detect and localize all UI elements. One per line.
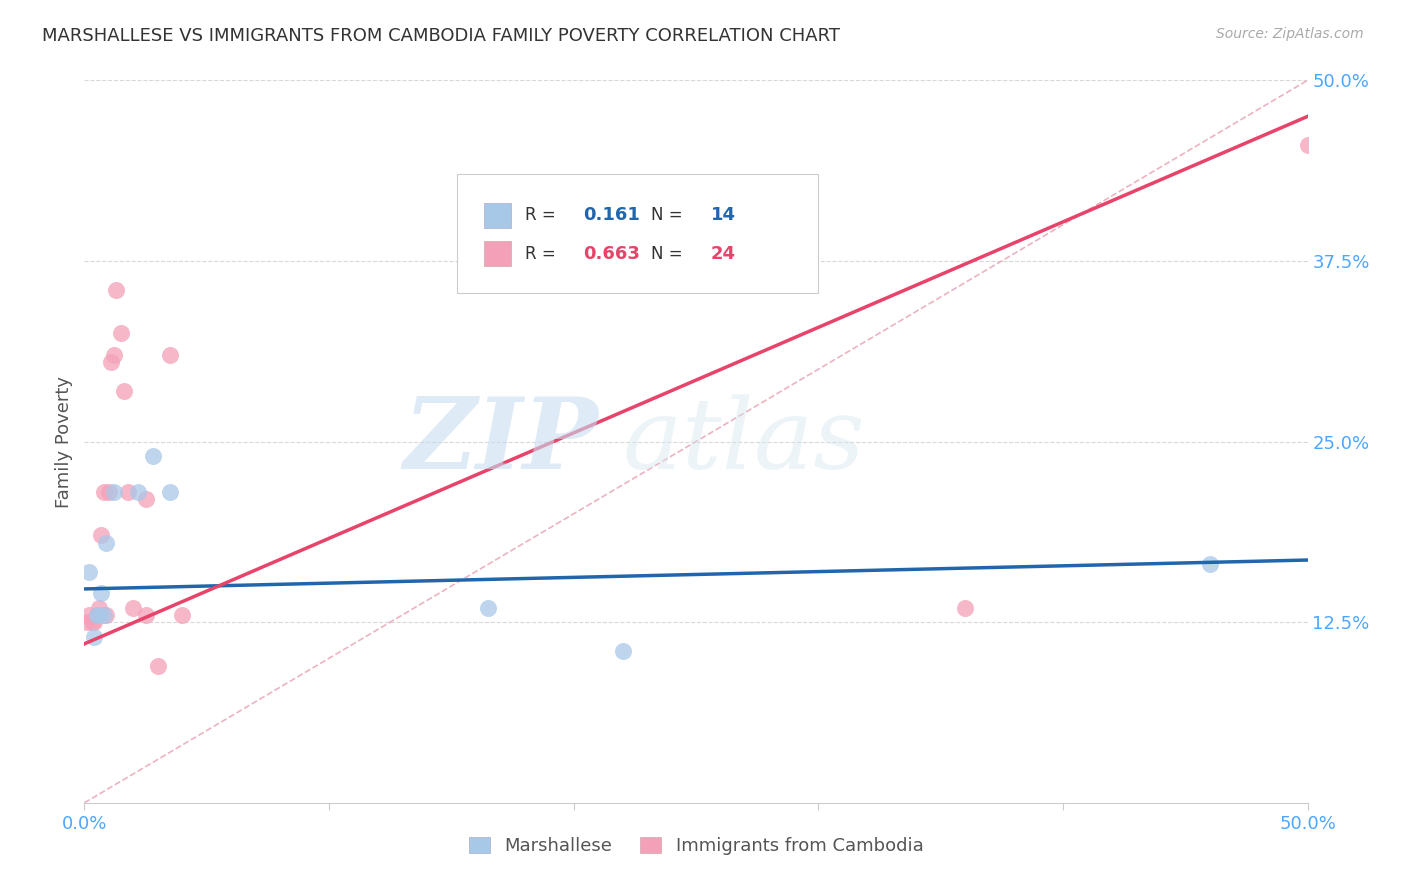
- Point: [103, 485, 125, 500]
- Point: [103, 348, 125, 362]
- Text: 24: 24: [710, 244, 735, 262]
- Point: [135, 607, 157, 622]
- Point: [80, 615, 103, 630]
- Point: [83, 615, 105, 630]
- Point: [93, 607, 115, 622]
- Point: [117, 485, 139, 500]
- Text: R =: R =: [524, 244, 561, 262]
- Point: [77, 607, 100, 622]
- Point: [86, 607, 108, 622]
- Text: MARSHALLESE VS IMMIGRANTS FROM CAMBODIA FAMILY POVERTY CORRELATION CHART: MARSHALLESE VS IMMIGRANTS FROM CAMBODIA …: [42, 27, 841, 45]
- Text: Source: ZipAtlas.com: Source: ZipAtlas.com: [1216, 27, 1364, 41]
- Text: 0.663: 0.663: [583, 244, 640, 262]
- Point: [159, 485, 181, 500]
- Text: atlas: atlas: [623, 394, 865, 489]
- Point: [86, 607, 108, 622]
- Point: [77, 565, 100, 579]
- Point: [93, 485, 115, 500]
- Text: ZIP: ZIP: [404, 393, 598, 490]
- Point: [953, 600, 976, 615]
- FancyBboxPatch shape: [484, 202, 512, 228]
- Point: [83, 630, 105, 644]
- Point: [477, 600, 499, 615]
- Text: N =: N =: [651, 206, 688, 225]
- Text: N =: N =: [651, 244, 688, 262]
- Point: [97, 485, 120, 500]
- Point: [105, 283, 128, 297]
- Point: [90, 586, 112, 600]
- Point: [76, 615, 98, 630]
- Point: [122, 600, 145, 615]
- Legend: Marshallese, Immigrants from Cambodia: Marshallese, Immigrants from Cambodia: [461, 830, 931, 863]
- Point: [135, 492, 157, 507]
- Y-axis label: Family Poverty: Family Poverty: [55, 376, 73, 508]
- Point: [159, 348, 181, 362]
- Point: [96, 535, 118, 549]
- Point: [110, 326, 132, 340]
- Point: [172, 607, 194, 622]
- Point: [96, 607, 118, 622]
- Point: [87, 600, 110, 615]
- Text: R =: R =: [524, 206, 561, 225]
- Point: [1198, 558, 1220, 572]
- Point: [1296, 138, 1319, 153]
- Point: [146, 658, 169, 673]
- Point: [142, 449, 165, 463]
- Point: [90, 528, 112, 542]
- Point: [87, 607, 110, 622]
- Point: [100, 355, 122, 369]
- Text: 0.161: 0.161: [583, 206, 640, 225]
- FancyBboxPatch shape: [457, 174, 818, 293]
- Point: [127, 485, 149, 500]
- Text: 14: 14: [710, 206, 735, 225]
- Point: [612, 644, 634, 658]
- Point: [112, 384, 135, 398]
- FancyBboxPatch shape: [484, 241, 512, 267]
